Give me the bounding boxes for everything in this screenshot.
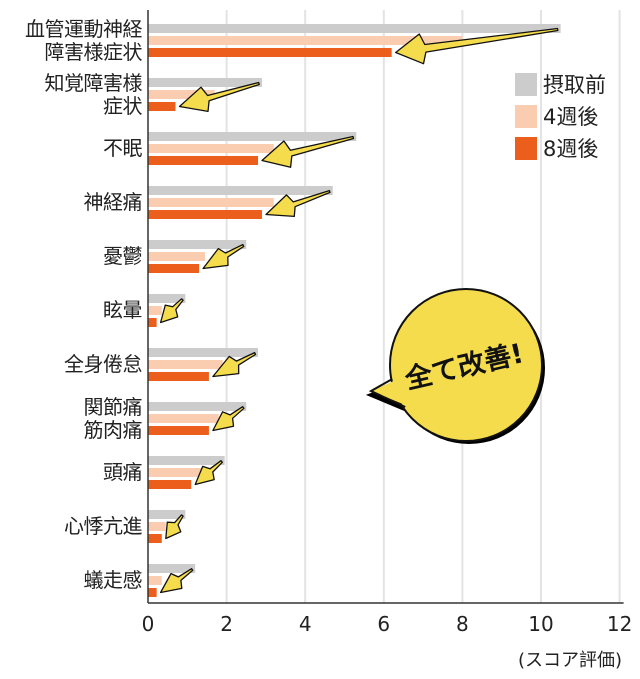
- x-tick-label: 4: [298, 612, 312, 636]
- arrow-icon: [395, 27, 559, 65]
- arrow-icon: [165, 514, 184, 540]
- bar-before: [148, 402, 247, 411]
- category-label: 血管運動神経 障害様症状: [25, 16, 143, 64]
- bar-8weeks: [148, 102, 176, 111]
- legend-item-before: 摂取前: [515, 68, 606, 100]
- arrow-icon: [178, 81, 260, 113]
- bar-8weeks: [148, 156, 259, 165]
- bar-4weeks: [148, 522, 166, 531]
- gridlines: [225, 10, 621, 603]
- bar-8weeks: [148, 264, 200, 273]
- bar-8weeks: [148, 588, 157, 597]
- bar-8weeks: [148, 318, 157, 327]
- category-label: 眩暈: [103, 298, 143, 322]
- category-label: 神経痛: [83, 190, 143, 214]
- bar-8weeks: [148, 48, 392, 57]
- bar-before: [148, 294, 186, 303]
- bar-4weeks: [148, 144, 274, 153]
- bars: [148, 24, 561, 597]
- x-axis-title: (スコア評価): [517, 650, 622, 671]
- bar-4weeks: [148, 198, 274, 207]
- arrow-icon: [202, 243, 245, 270]
- legend: 摂取前 4週後 8週後: [515, 68, 606, 164]
- category-label: 憂鬱: [103, 244, 143, 268]
- speech-bubble-circle: [389, 288, 543, 442]
- bar-8weeks: [148, 210, 262, 219]
- bar-8weeks: [148, 426, 209, 435]
- bar-before: [148, 456, 225, 465]
- arrow-icon: [212, 406, 245, 432]
- category-label: 不眠: [103, 136, 143, 160]
- bar-4weeks: [148, 36, 463, 45]
- bar-4weeks: [148, 414, 219, 423]
- bar-4weeks: [148, 576, 162, 585]
- bar-before: [148, 78, 262, 87]
- x-tick-label: 6: [377, 612, 391, 636]
- legend-item-4weeks: 4週後: [515, 100, 606, 132]
- legend-swatch-4weeks: [515, 104, 537, 128]
- bar-4weeks: [148, 252, 205, 261]
- x-tick-label: 10: [528, 612, 554, 636]
- arrow-icon: [159, 568, 194, 594]
- bar-8weeks: [148, 480, 192, 489]
- x-tick-label: 12: [606, 612, 633, 636]
- bar-before: [148, 348, 259, 357]
- bar-before: [148, 564, 196, 573]
- bar-before: [148, 510, 186, 519]
- arrow-icon: [159, 298, 184, 324]
- arrow-icon: [261, 135, 355, 168]
- bar-4weeks: [148, 90, 215, 99]
- category-label: 知覚障害様 症状: [44, 70, 143, 118]
- speech-bubble: 全て改善!: [365, 288, 545, 444]
- legend-swatch-before: [515, 72, 537, 96]
- bar-before: [148, 240, 247, 249]
- legend-item-8weeks: 8週後: [515, 132, 606, 164]
- bar-before: [148, 24, 561, 33]
- category-label: 頭痛: [103, 460, 143, 484]
- x-tick-label: 2: [220, 612, 233, 636]
- x-tick-label: 0: [141, 612, 155, 636]
- axes: [147, 10, 624, 604]
- category-label: 心悸亢進: [64, 514, 143, 538]
- arrow-icon: [265, 189, 331, 218]
- category-label: 蟻走感: [83, 568, 143, 592]
- bar-8weeks: [148, 534, 162, 543]
- arrow-icon: [212, 351, 257, 378]
- bar-before: [148, 186, 333, 195]
- legend-label: 8週後: [543, 137, 599, 161]
- arrows: [159, 27, 559, 594]
- category-label: 関節痛 筋肉痛: [83, 394, 143, 442]
- legend-swatch-8weeks: [515, 136, 537, 160]
- bar-4weeks: [148, 468, 204, 477]
- category-label: 全身倦怠: [64, 352, 143, 376]
- bar-before: [148, 132, 357, 141]
- arrow-icon: [194, 460, 223, 486]
- x-tick-label: 8: [456, 612, 469, 636]
- legend-label: 摂取前: [543, 73, 606, 97]
- legend-label: 4週後: [543, 105, 599, 129]
- bar-8weeks: [148, 372, 209, 381]
- bar-4weeks: [148, 360, 223, 369]
- bar-4weeks: [148, 306, 162, 315]
